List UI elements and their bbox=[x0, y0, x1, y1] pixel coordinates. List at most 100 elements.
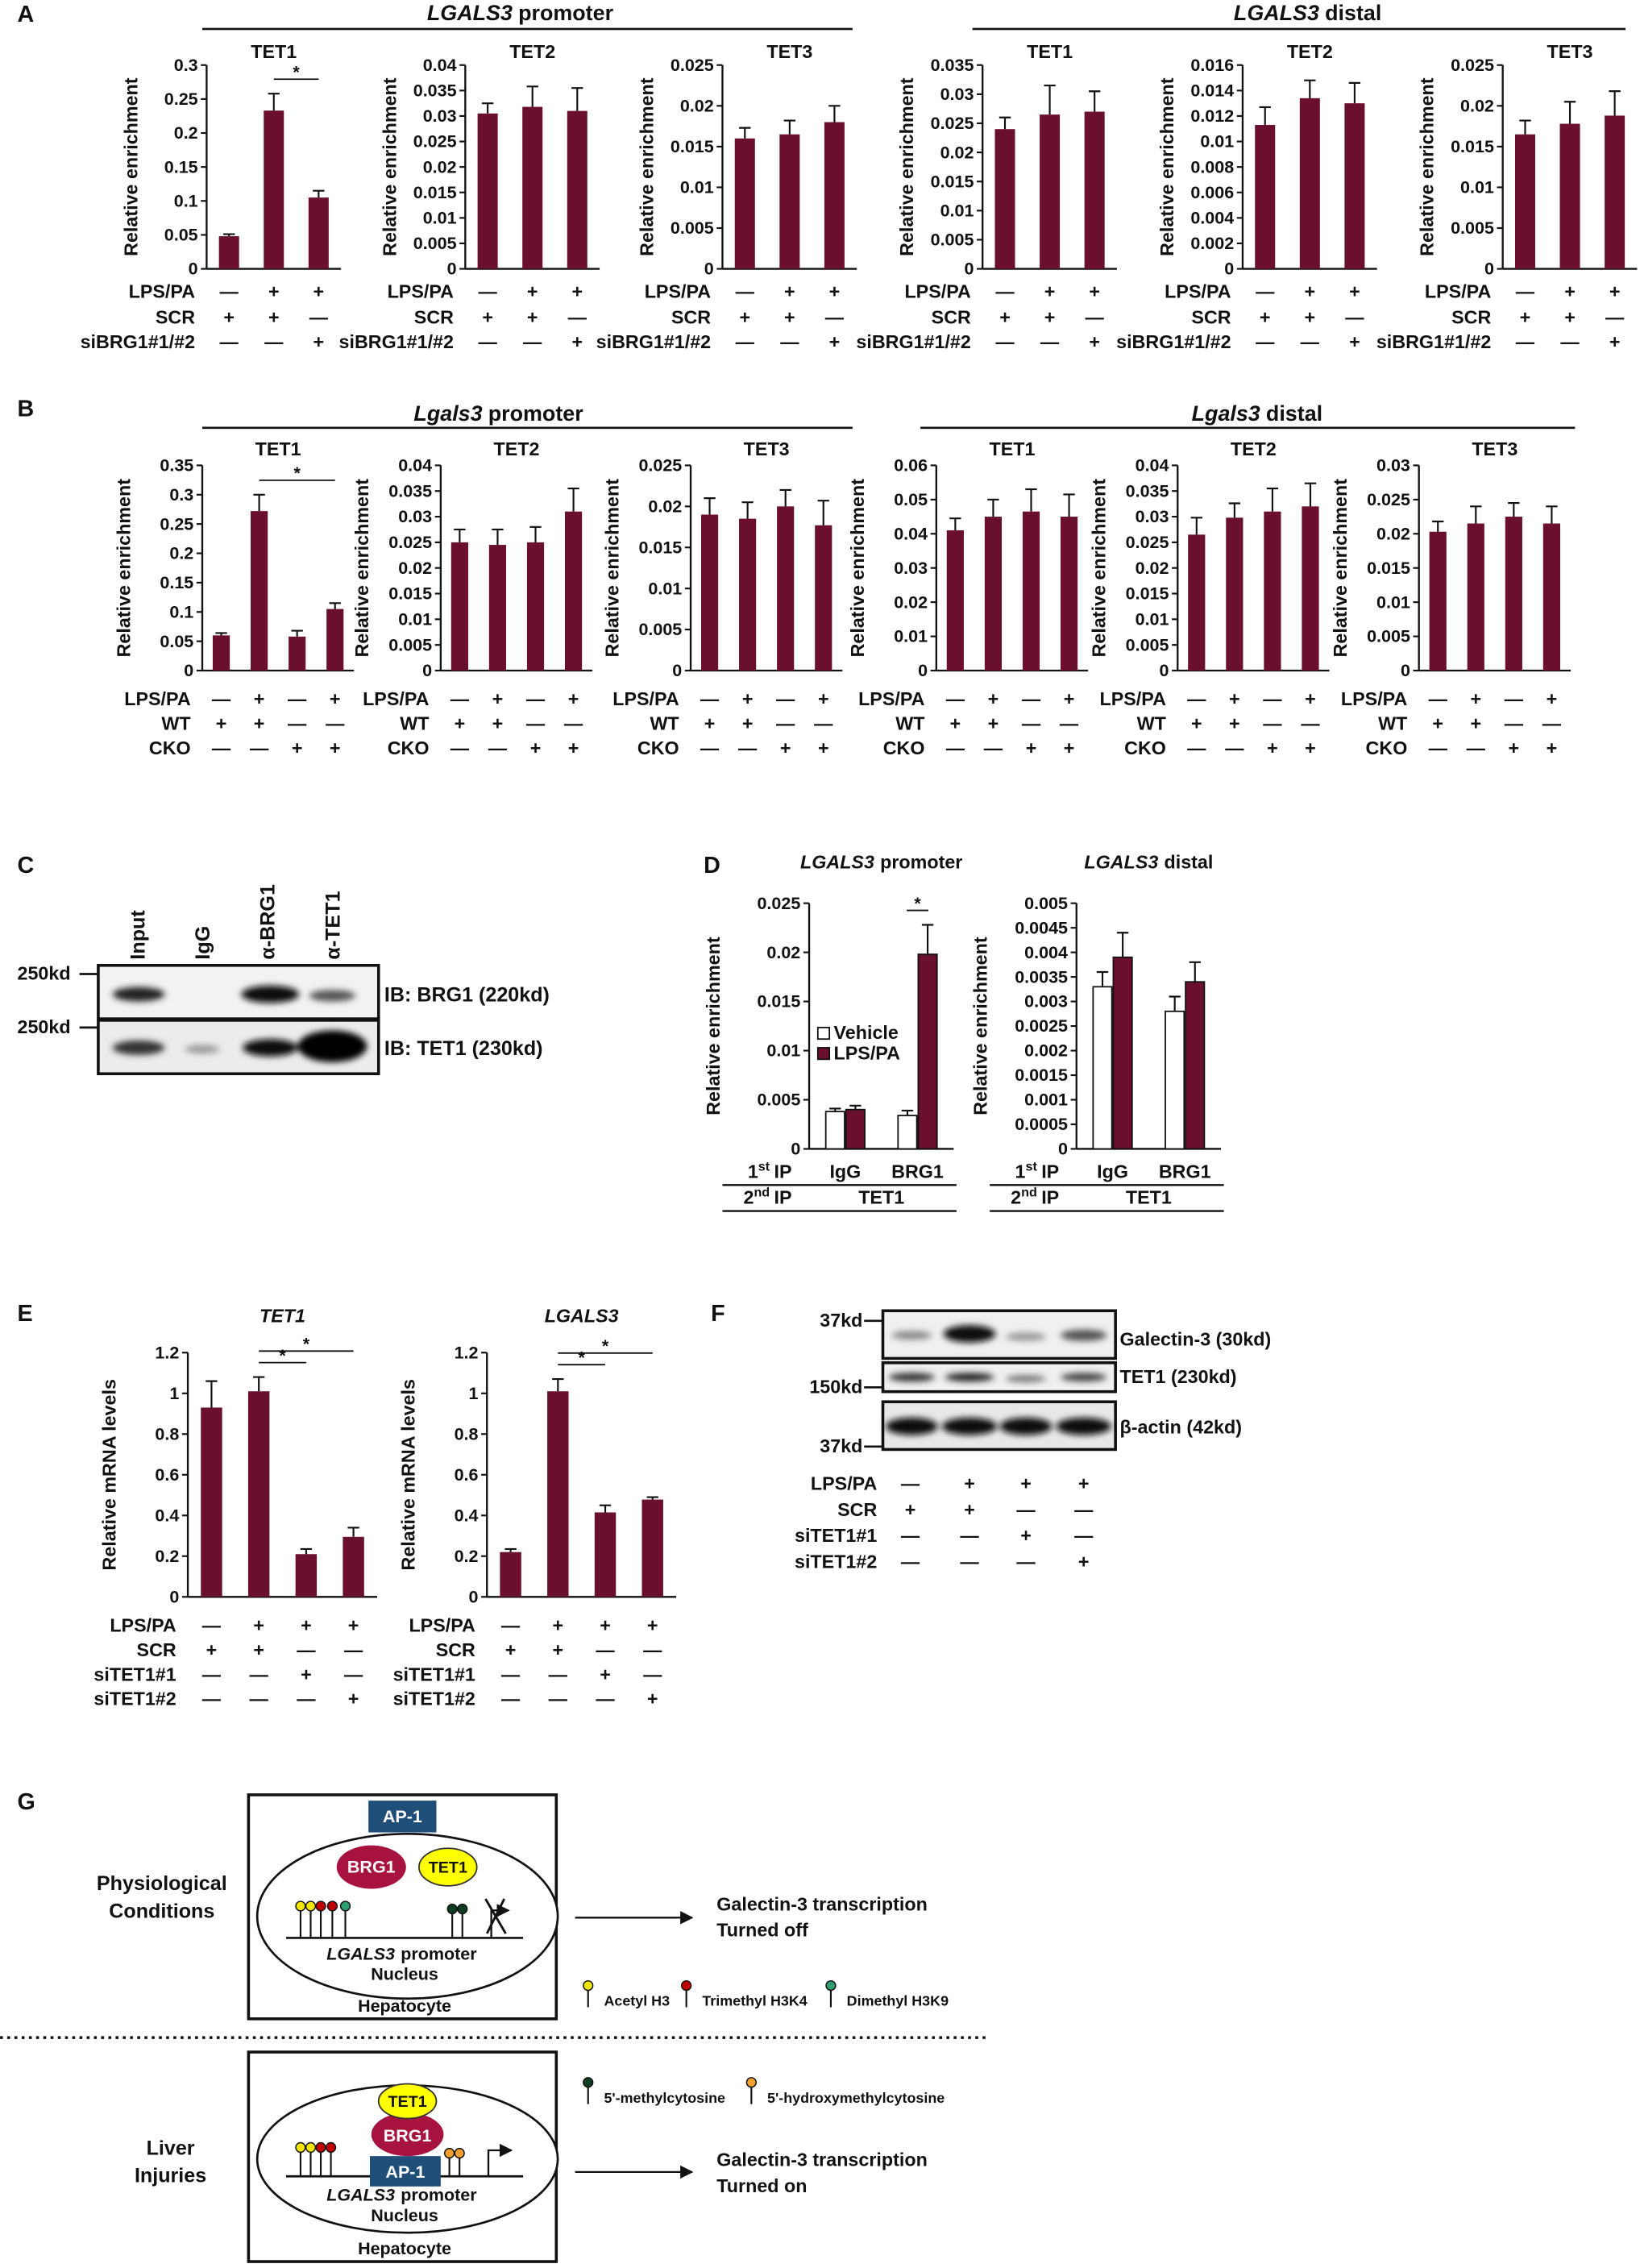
condition-sign: — bbox=[202, 1614, 222, 1635]
condition-sign: + bbox=[1564, 280, 1576, 301]
y-tick-label: 0.01 bbox=[680, 178, 714, 197]
condition-sign: — bbox=[960, 1525, 979, 1546]
y-tick-label: 0.25 bbox=[164, 89, 198, 109]
bar bbox=[1188, 534, 1206, 671]
lollipop-head bbox=[745, 2077, 757, 2088]
condition-sign: — bbox=[220, 280, 239, 301]
y-tick-label: 0.035 bbox=[413, 81, 457, 101]
bar bbox=[1092, 986, 1113, 1150]
condition-sign: + bbox=[527, 280, 538, 301]
condition-sign: — bbox=[450, 737, 470, 758]
block-x bbox=[484, 1898, 507, 1934]
chart-title: TET1 bbox=[251, 41, 297, 62]
condition-name: LPS/PA bbox=[904, 280, 971, 301]
condition-sign: + bbox=[1349, 280, 1360, 301]
title: LGALS3 promoter bbox=[427, 1, 614, 25]
condition-sign: — bbox=[250, 1664, 269, 1684]
condition-sign: — bbox=[344, 1664, 363, 1684]
y-tick-label: 0.01 bbox=[423, 209, 457, 228]
error-bar bbox=[1266, 487, 1279, 512]
y-tick-label: 0.4 bbox=[155, 1506, 179, 1525]
condition-sign: + bbox=[1305, 688, 1316, 709]
error-bar bbox=[253, 493, 265, 512]
bar bbox=[289, 636, 306, 671]
condition-sign: — bbox=[901, 1525, 920, 1546]
condition-sign: — bbox=[326, 713, 345, 734]
y-tick-label: 0.025 bbox=[638, 456, 682, 476]
x-tick-label: IgG bbox=[1097, 1161, 1128, 1182]
y-tick-label: 0.035 bbox=[931, 56, 974, 75]
condition-name: siBRG1#1/#2 bbox=[596, 331, 711, 352]
y-axis-label: Relative enrichment bbox=[1156, 77, 1177, 256]
bands bbox=[112, 985, 367, 1062]
condition-name: LPS/PA bbox=[124, 688, 191, 709]
condition-sign: — bbox=[738, 737, 758, 758]
bar bbox=[1226, 517, 1243, 671]
tet1-label: TET1 bbox=[429, 1859, 467, 1877]
y-tick-label: 0.005 bbox=[1451, 218, 1494, 238]
condition-sign: — bbox=[1516, 331, 1535, 352]
bar bbox=[1467, 523, 1484, 671]
bar bbox=[1302, 506, 1319, 671]
error-bar bbox=[1190, 517, 1202, 535]
y-tick-label: 0.008 bbox=[1190, 157, 1234, 177]
error-bar bbox=[313, 189, 325, 198]
y-tick-label: 0 bbox=[1484, 260, 1494, 279]
error-bar bbox=[1432, 520, 1444, 532]
condition-sign: + bbox=[313, 331, 325, 352]
condition-sign: — bbox=[1074, 1499, 1094, 1520]
tet1-shape bbox=[418, 1847, 478, 1887]
bar bbox=[251, 511, 268, 671]
bar bbox=[700, 514, 719, 671]
condition-sign: — bbox=[1074, 1525, 1094, 1546]
y-axis-label: Relative enrichment bbox=[1330, 479, 1351, 658]
y-tick-label: 0.05 bbox=[894, 490, 928, 509]
condition-name: LPS/PA bbox=[811, 1473, 878, 1494]
bar bbox=[946, 530, 964, 671]
error-bar bbox=[1609, 90, 1621, 116]
y-tick-label: 0.02 bbox=[1460, 96, 1494, 115]
y-tick-label: 0.015 bbox=[388, 584, 432, 604]
condition-name: siTET1#2 bbox=[393, 1689, 475, 1709]
y-tick-label: 1 bbox=[169, 1384, 179, 1403]
bar bbox=[218, 236, 239, 269]
condition-sign: — bbox=[288, 713, 307, 734]
title: Lgals3 distal bbox=[1192, 401, 1323, 426]
title: LGALS3 distal bbox=[1234, 1, 1381, 25]
condition-sign: — bbox=[1060, 713, 1079, 734]
y-tick-label: 0.025 bbox=[1126, 533, 1169, 552]
condition-sign: — bbox=[1187, 688, 1206, 709]
condition-sign: — bbox=[995, 280, 1015, 301]
y-tick-label: 0.3 bbox=[174, 56, 198, 75]
condition-name: siTET1#1 bbox=[93, 1664, 176, 1684]
condition-sign: + bbox=[818, 737, 829, 758]
panel-label: A bbox=[18, 2, 35, 27]
lollipop-head bbox=[295, 2141, 306, 2154]
y-tick-label: 0 bbox=[964, 260, 974, 279]
y-tick-label: 0.05 bbox=[164, 226, 198, 245]
condition-sign: — bbox=[825, 307, 845, 328]
condition-sign: — bbox=[946, 737, 965, 758]
y-tick-label: 0.03 bbox=[894, 559, 928, 578]
region: promoter bbox=[401, 1944, 477, 1963]
error-bar bbox=[492, 528, 504, 546]
bar bbox=[308, 197, 329, 269]
y-tick-label: 0 bbox=[468, 1587, 478, 1606]
condition-sign: + bbox=[1509, 737, 1520, 758]
condition-sign: — bbox=[1016, 1551, 1036, 1572]
legend-label: 5'-hydroxymethylcytosine bbox=[767, 2090, 945, 2106]
bar bbox=[897, 1115, 918, 1150]
legend-label: Trimethyl H3K4 bbox=[702, 1993, 807, 2009]
condition-sign: + bbox=[647, 1689, 658, 1709]
error-bar bbox=[949, 517, 961, 531]
error-bar bbox=[901, 1109, 914, 1116]
condition-sign: + bbox=[1305, 307, 1316, 328]
y-tick-label: 0.03 bbox=[398, 507, 432, 526]
error-bar bbox=[571, 87, 583, 111]
condition-sign: + bbox=[600, 1664, 611, 1684]
y-axis-label: Relative enrichment bbox=[847, 479, 868, 658]
condition-sign: — bbox=[1022, 713, 1041, 734]
condition-sign: + bbox=[600, 1614, 611, 1635]
y-tick-label: 0.025 bbox=[1367, 490, 1410, 509]
lane-label: α-TET1 bbox=[322, 891, 344, 959]
